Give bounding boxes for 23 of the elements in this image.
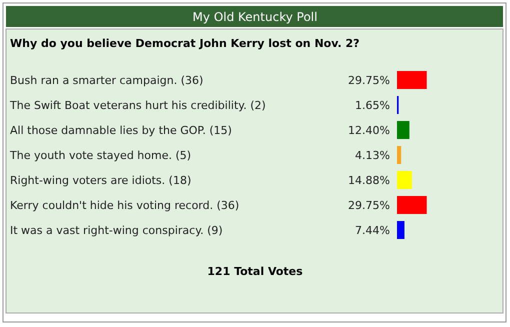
data-label: 29.75% — [348, 74, 390, 87]
data-label: 14.88% — [348, 174, 390, 187]
bar — [397, 171, 412, 189]
bar — [397, 146, 402, 164]
data-label: 12.40% — [348, 124, 390, 137]
y-tick-label: Bush ran a smarter campaign. (36) — [10, 74, 204, 87]
text: Why do you believe Democrat John Kerry lost on Nov. 2? — [10, 37, 360, 50]
data-label: 4.13% — [355, 149, 390, 162]
bar — [397, 196, 427, 214]
y-tick-label: The youth vote stayed home. (5) — [9, 149, 192, 162]
y-tick-label: Kerry couldn't hide his voting record. (36) — [10, 199, 240, 212]
y-tick-label: Right-wing voters are idiots. (18) — [10, 174, 192, 187]
bar — [397, 221, 404, 239]
bar — [397, 121, 410, 139]
y-tick-label: All those damnable lies by the GOP. (15) — [10, 124, 232, 137]
text: 121 Total Votes — [207, 265, 304, 278]
bar — [397, 71, 427, 89]
text: My Old Kentucky Poll — [192, 10, 318, 24]
y-tick-label: The Swift Boat veterans hurt his credibility. (2) — [9, 99, 266, 112]
data-label: 7.44% — [355, 224, 390, 237]
data-label: 1.65% — [355, 99, 390, 112]
data-label: 29.75% — [348, 199, 390, 212]
y-tick-label: It was a vast right-wing conspiracy. (9) — [10, 224, 223, 237]
